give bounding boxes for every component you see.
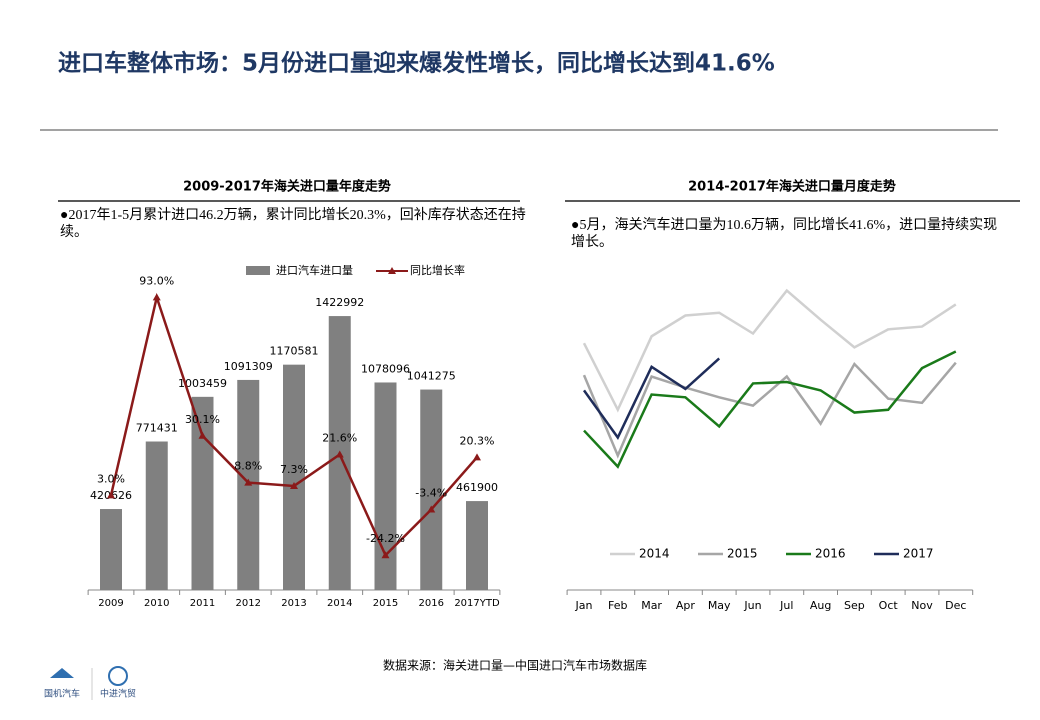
- bar: [420, 389, 443, 590]
- chart-title: 2014-2017年海关进口量月度走势: [688, 179, 896, 195]
- legend-label: 2016: [815, 547, 846, 561]
- x-tick-label: Sep: [844, 599, 865, 612]
- x-tick-label: Jan: [575, 599, 593, 612]
- bar: [466, 501, 488, 590]
- marker: [381, 551, 390, 559]
- source: 数据来源：海关进口量—中国进口汽车市场数据库: [383, 658, 647, 673]
- line: [582, 361, 957, 459]
- data-label: -3.4%: [415, 486, 447, 499]
- data-label: 1422992: [315, 296, 364, 309]
- legend-label: 2017: [903, 547, 934, 561]
- x-tick-label: 2013: [281, 598, 306, 609]
- note: ●5月，海关汽车进口量为10.6万辆，同比增长41.6%，进口量持续实现增长。: [571, 218, 998, 250]
- logo-icon: [108, 666, 128, 686]
- x-tick-label: Nov: [911, 599, 933, 612]
- data-label: 21.6%: [322, 431, 357, 444]
- x-tick-label: 2014: [327, 598, 352, 609]
- legend-swatch: [246, 266, 270, 275]
- legend-label: 2015: [727, 547, 758, 561]
- data-label: 1170581: [270, 345, 319, 358]
- data-label: 1041275: [407, 370, 456, 383]
- data-label: 1091309: [224, 360, 273, 373]
- slide-title: 进口车整体市场：5月份进口量迎来爆发性增长，同比增长达到41.6%: [58, 50, 775, 77]
- marker: [427, 505, 436, 513]
- line: [582, 288, 957, 413]
- bar: [191, 396, 214, 590]
- data-label: 8.8%: [234, 460, 262, 473]
- x-tick-label: Feb: [608, 599, 627, 612]
- x-tick-label: 2012: [236, 598, 261, 609]
- x-tick-label: Jun: [743, 599, 761, 612]
- bar: [145, 441, 168, 590]
- data-label: -24.2%: [366, 532, 405, 545]
- line: [582, 357, 721, 440]
- x-tick-label: 2017YTD: [454, 598, 500, 609]
- legend-marker: [388, 267, 396, 274]
- legend-label: 进口汽车进口量: [276, 263, 353, 277]
- legend-label: 同比增长率: [410, 263, 465, 277]
- x-tick-label: 2015: [373, 598, 398, 609]
- marker: [290, 481, 298, 489]
- x-tick-label: 2016: [419, 598, 444, 609]
- bar: [283, 364, 305, 590]
- data-label: 93.0%: [139, 274, 174, 287]
- logo-text: 国机汽车: [44, 688, 80, 700]
- marker: [152, 293, 161, 301]
- x-tick-label: Jul: [779, 599, 793, 612]
- marker: [198, 431, 207, 439]
- line: [583, 350, 957, 469]
- x-tick-label: May: [708, 599, 731, 612]
- logo-icon: [50, 668, 74, 678]
- x-tick-label: 2011: [190, 598, 215, 609]
- data-label: 30.1%: [185, 413, 220, 426]
- chart-title: 2009-2017年海关进口量年度走势: [183, 179, 391, 195]
- bar: [374, 382, 397, 590]
- data-label: 461900: [456, 481, 498, 494]
- bar: [100, 509, 122, 590]
- x-tick-label: 2010: [144, 598, 169, 609]
- data-label: 1003459: [178, 377, 227, 390]
- x-tick-label: 2009: [98, 598, 123, 609]
- marker: [335, 450, 344, 458]
- marker: [107, 491, 115, 499]
- x-tick-label: Mar: [641, 599, 662, 612]
- note: ●2017年1-5月累计进口46.2万辆，累计同比增长20.3%，回补库存状态还…: [60, 208, 526, 240]
- marker: [244, 478, 253, 486]
- logo-text: 中进汽贸: [100, 688, 136, 700]
- x-tick-label: Dec: [945, 599, 966, 612]
- marker: [473, 453, 481, 461]
- x-tick-label: Aug: [810, 599, 831, 612]
- data-label: 20.3%: [460, 434, 495, 447]
- x-tick-label: Oct: [879, 599, 899, 612]
- data-label: 1078096: [361, 362, 410, 375]
- x-tick-label: Apr: [676, 599, 696, 612]
- legend-label: 2014: [639, 547, 670, 561]
- data-label: 7.3%: [280, 463, 308, 476]
- data-label: 771431: [136, 421, 178, 434]
- data-label: 3.0%: [97, 472, 125, 485]
